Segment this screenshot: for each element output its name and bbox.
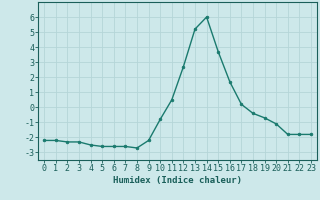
X-axis label: Humidex (Indice chaleur): Humidex (Indice chaleur) [113,176,242,185]
